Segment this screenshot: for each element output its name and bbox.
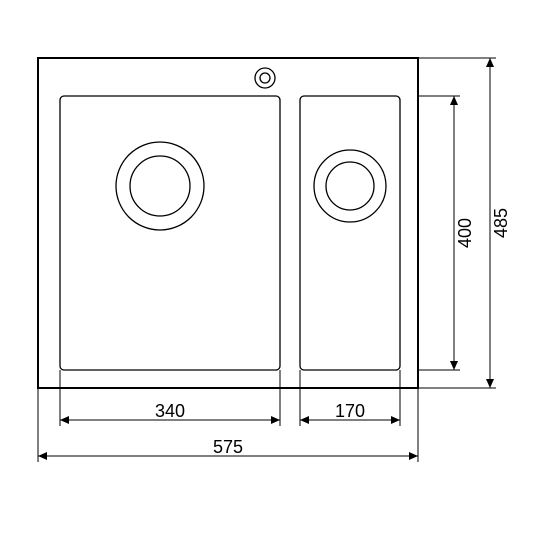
arrowhead-icon: [38, 452, 47, 460]
arrowhead-icon: [271, 416, 280, 424]
drain-left-inner: [130, 156, 190, 216]
dim-485-label: 485: [491, 208, 511, 238]
dim-400-label: 400: [455, 218, 475, 248]
tap-hole-outer: [255, 68, 275, 88]
arrowhead-icon: [60, 416, 69, 424]
arrowhead-icon: [409, 452, 418, 460]
arrowhead-icon: [450, 96, 458, 105]
bowl-right: [300, 96, 400, 370]
drain-right-inner: [326, 162, 374, 210]
dim-170-label: 170: [335, 401, 365, 421]
dim-340-label: 340: [155, 401, 185, 421]
dim-575-label: 575: [213, 437, 243, 457]
outer-frame: [38, 58, 418, 388]
arrowhead-icon: [486, 379, 494, 388]
arrowhead-icon: [391, 416, 400, 424]
arrowhead-icon: [486, 58, 494, 67]
drain-left-outer: [116, 142, 204, 230]
bowl-left: [60, 96, 280, 370]
arrowhead-icon: [300, 416, 309, 424]
drain-right-outer: [314, 150, 386, 222]
arrowhead-icon: [450, 361, 458, 370]
tap-hole-inner: [260, 73, 270, 83]
